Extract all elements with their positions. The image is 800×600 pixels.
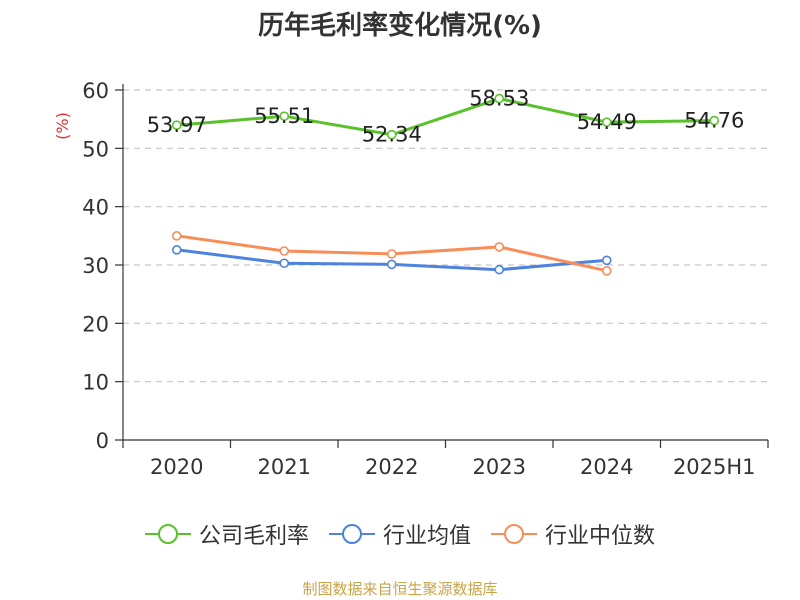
data-point	[601, 266, 612, 276]
y-tick-label: 60	[82, 79, 109, 103]
x-tick-label: 2020	[150, 455, 203, 479]
data-point	[171, 120, 182, 130]
legend-line-marker-icon	[144, 524, 191, 544]
y-tick-label: 10	[82, 371, 109, 395]
legend-item-industry-median[interactable]: 行业中位数	[491, 518, 655, 550]
x-tick-label: 2021	[258, 455, 311, 479]
y-tick-label: 40	[82, 196, 109, 220]
series-line	[176, 97, 715, 137]
data-labels: 53.97 55.51 52.34 58.53 54.49 54.76	[147, 87, 745, 147]
data-point	[279, 111, 290, 121]
data-point	[279, 246, 290, 256]
legend-label: 公司毛利率	[198, 524, 309, 549]
legend-line-marker-icon	[491, 524, 537, 544]
data-point	[709, 115, 720, 126]
x-tick-label: 2025H1	[673, 455, 756, 479]
y-tick-label: 0	[96, 429, 109, 453]
legend-label: 行业中位数	[545, 524, 656, 549]
legend-line-marker-icon	[328, 524, 375, 544]
data-point	[494, 264, 505, 275]
data-point	[386, 249, 397, 259]
y-tick-label: 50	[82, 137, 109, 161]
x-tick-label: 2022	[365, 455, 418, 479]
data-point	[494, 93, 505, 104]
grid-lines	[123, 89, 768, 383]
data-point	[386, 129, 397, 140]
data-label: 58.53	[469, 87, 529, 111]
data-point	[494, 242, 505, 252]
legend: 公司毛利率 行业均值 行业中位数	[0, 518, 800, 550]
axes: 0 10 20 30 40 50 60 2020 2021 2022 2023 2024 2025H1 (…	[53, 79, 769, 479]
chart-title: 历年毛利率变化情况(%)	[258, 11, 542, 41]
data-point	[171, 245, 182, 255]
series-layer	[171, 93, 720, 276]
y-tick-label: 30	[82, 254, 109, 278]
y-axis-label: (%)	[53, 112, 72, 140]
data-point	[386, 259, 397, 270]
x-tick-label: 2023	[473, 455, 526, 479]
data-point	[601, 117, 612, 127]
source-note: 制图数据来自恒生聚源数据库	[302, 580, 498, 598]
legend-label: 行业均值	[382, 524, 471, 549]
legend-item-industry-mean[interactable]: 行业均值	[328, 518, 471, 550]
data-point	[279, 258, 290, 269]
legend-item-company-margin[interactable]: 公司毛利率	[144, 518, 309, 550]
data-label: 54.76	[684, 109, 744, 133]
data-label: 55.51	[254, 104, 314, 128]
data-label: 53.97	[147, 113, 207, 137]
x-tick-label: 2024	[580, 455, 633, 479]
data-label: 52.34	[362, 123, 422, 147]
y-tick-label: 20	[82, 312, 109, 336]
data-point	[171, 231, 182, 241]
data-point	[601, 255, 612, 266]
data-label: 54.49	[577, 110, 637, 134]
